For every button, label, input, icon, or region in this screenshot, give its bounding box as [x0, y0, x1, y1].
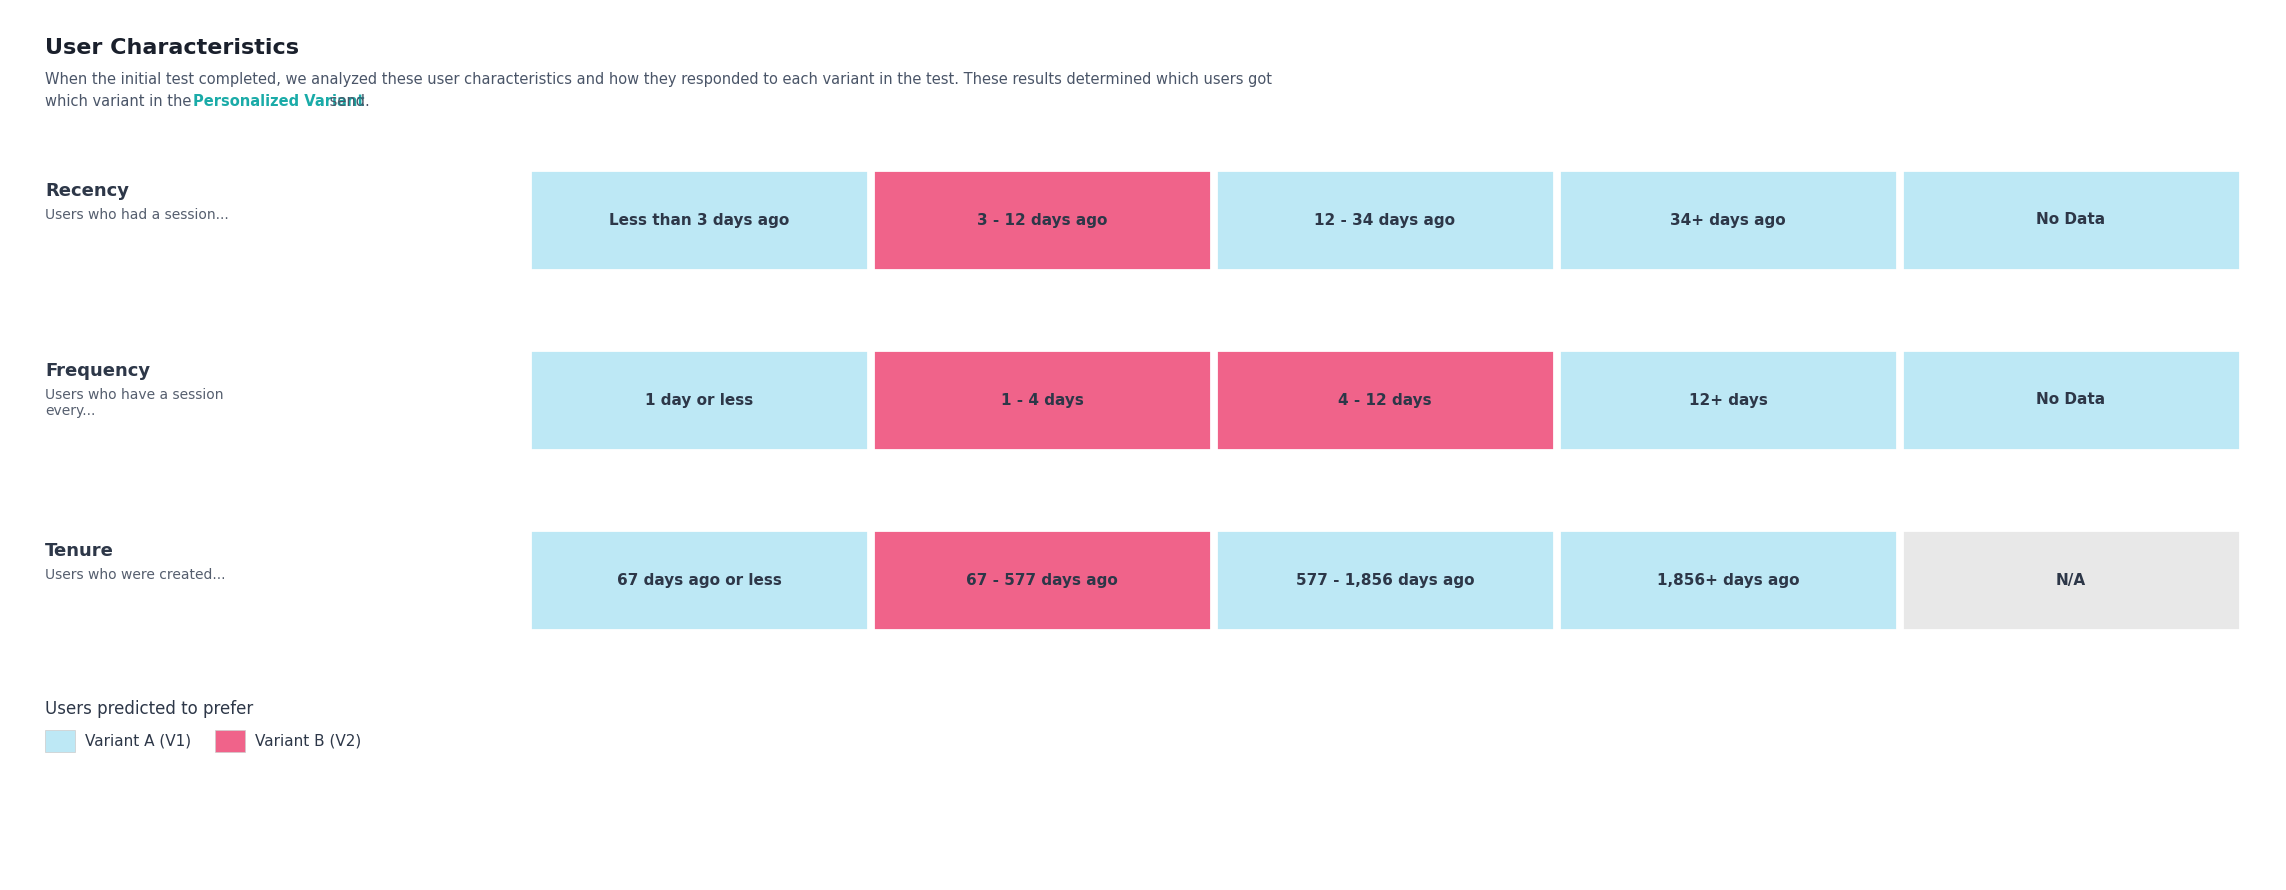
FancyBboxPatch shape	[873, 350, 1212, 450]
Text: 34+ days ago: 34+ days ago	[1671, 213, 1785, 228]
Text: Users who have a session
every...: Users who have a session every...	[46, 388, 224, 418]
FancyBboxPatch shape	[1216, 170, 1554, 270]
Text: Frequency: Frequency	[46, 362, 151, 380]
Text: 3 - 12 days ago: 3 - 12 days ago	[976, 213, 1106, 228]
FancyBboxPatch shape	[1559, 350, 1897, 450]
Text: send.: send.	[325, 94, 370, 109]
FancyBboxPatch shape	[873, 170, 1212, 270]
Text: 12+ days: 12+ days	[1689, 392, 1767, 408]
FancyBboxPatch shape	[1216, 350, 1554, 450]
FancyBboxPatch shape	[1902, 170, 2240, 270]
Text: 12 - 34 days ago: 12 - 34 days ago	[1314, 213, 1456, 228]
Text: Variant A (V1): Variant A (V1)	[85, 733, 192, 748]
Text: 1,856+ days ago: 1,856+ days ago	[1657, 572, 1799, 587]
Text: 67 days ago or less: 67 days ago or less	[617, 572, 782, 587]
Text: Variant B (V2): Variant B (V2)	[256, 733, 361, 748]
FancyBboxPatch shape	[1902, 350, 2240, 450]
Text: Personalized Variant: Personalized Variant	[192, 94, 363, 109]
Text: Tenure: Tenure	[46, 542, 114, 560]
Text: User Characteristics: User Characteristics	[46, 38, 299, 58]
FancyBboxPatch shape	[1559, 170, 1897, 270]
FancyBboxPatch shape	[530, 170, 869, 270]
Text: which variant in the: which variant in the	[46, 94, 197, 109]
FancyBboxPatch shape	[1902, 530, 2240, 630]
Text: No Data: No Data	[2037, 392, 2105, 408]
Text: When the initial test completed, we analyzed these user characteristics and how : When the initial test completed, we anal…	[46, 72, 1271, 87]
FancyBboxPatch shape	[530, 530, 869, 630]
Text: N/A: N/A	[2055, 572, 2087, 587]
Text: Users who were created...: Users who were created...	[46, 568, 226, 582]
Text: No Data: No Data	[2037, 213, 2105, 228]
FancyBboxPatch shape	[530, 350, 869, 450]
Text: 67 - 577 days ago: 67 - 577 days ago	[967, 572, 1118, 587]
Text: 1 - 4 days: 1 - 4 days	[1001, 392, 1084, 408]
Text: 1 day or less: 1 day or less	[645, 392, 752, 408]
FancyBboxPatch shape	[873, 530, 1212, 630]
FancyBboxPatch shape	[215, 730, 245, 752]
Text: Recency: Recency	[46, 182, 128, 200]
Text: 577 - 1,856 days ago: 577 - 1,856 days ago	[1296, 572, 1474, 587]
FancyBboxPatch shape	[1216, 530, 1554, 630]
FancyBboxPatch shape	[46, 730, 75, 752]
Text: 4 - 12 days: 4 - 12 days	[1337, 392, 1431, 408]
FancyBboxPatch shape	[1559, 530, 1897, 630]
Text: Users who had a session...: Users who had a session...	[46, 208, 229, 222]
Text: Users predicted to prefer: Users predicted to prefer	[46, 700, 254, 718]
Text: Less than 3 days ago: Less than 3 days ago	[608, 213, 789, 228]
